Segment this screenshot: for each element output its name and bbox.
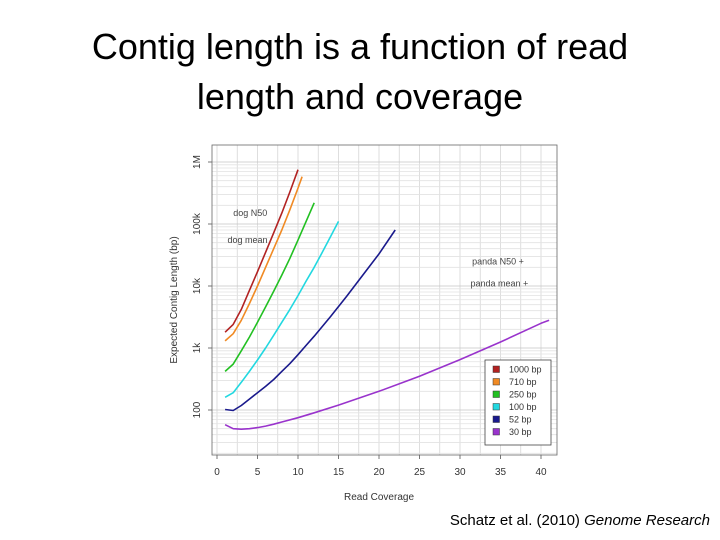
- citation-authors: Schatz et al. (2010): [449, 512, 585, 529]
- x-tick-label: 5: [255, 467, 261, 478]
- chart-annotation: dog mean: [228, 235, 268, 245]
- y-tick-label: 100: [192, 401, 203, 418]
- x-tick-label: 35: [495, 467, 507, 478]
- citation-journal: Genome Research: [584, 512, 710, 529]
- legend-swatch: [492, 365, 500, 373]
- chart-annotation: panda N50 +: [472, 256, 524, 266]
- legend-label: 100 bp: [509, 402, 537, 412]
- legend-label: 30 bp: [509, 427, 532, 437]
- x-tick-label: 10: [292, 467, 304, 478]
- plot-frame: [211, 144, 558, 456]
- legend-swatch: [492, 415, 500, 423]
- x-tick-label: 40: [535, 467, 547, 478]
- series-line: [224, 169, 299, 333]
- series-line: [224, 176, 303, 342]
- legend-label: 52 bp: [509, 415, 532, 425]
- x-axis-title: Read Coverage: [344, 492, 414, 503]
- series-line: [225, 229, 396, 412]
- slide-title-line1: Contig length is a function of read: [91, 26, 629, 67]
- y-tick-label: 100k: [192, 212, 203, 235]
- series-line: [224, 319, 550, 431]
- slide-title-line2: length and coverage: [196, 76, 524, 117]
- y-axis-title: Expected Contig Length (bp): [169, 236, 180, 363]
- legend-swatch: [492, 403, 500, 411]
- y-tick-label: 10k: [192, 277, 203, 294]
- x-tick-label: 25: [414, 467, 426, 478]
- x-tick-label: 0: [214, 467, 220, 478]
- chart-annotation: dog N50: [233, 208, 267, 218]
- series-line: [224, 202, 315, 372]
- legend-label: 710 bp: [509, 377, 537, 387]
- x-tick-label: 20: [373, 467, 385, 478]
- legend-label: 1000 bp: [509, 365, 542, 375]
- legend-swatch: [492, 378, 500, 386]
- x-tick-label: 15: [333, 467, 345, 478]
- x-tick-label: 30: [454, 467, 466, 478]
- chart-annotation: panda mean +: [471, 278, 529, 288]
- y-tick-label: 1M: [192, 155, 203, 169]
- legend-swatch: [492, 428, 500, 436]
- citation: Schatz et al. (2010) Genome Research: [450, 512, 710, 529]
- legend-label: 250 bp: [509, 390, 537, 400]
- series-line: [224, 221, 340, 398]
- y-tick-label: 1k: [192, 342, 203, 354]
- legend-swatch: [492, 390, 500, 398]
- slide-title: Contig length is a function of read leng…: [0, 22, 720, 122]
